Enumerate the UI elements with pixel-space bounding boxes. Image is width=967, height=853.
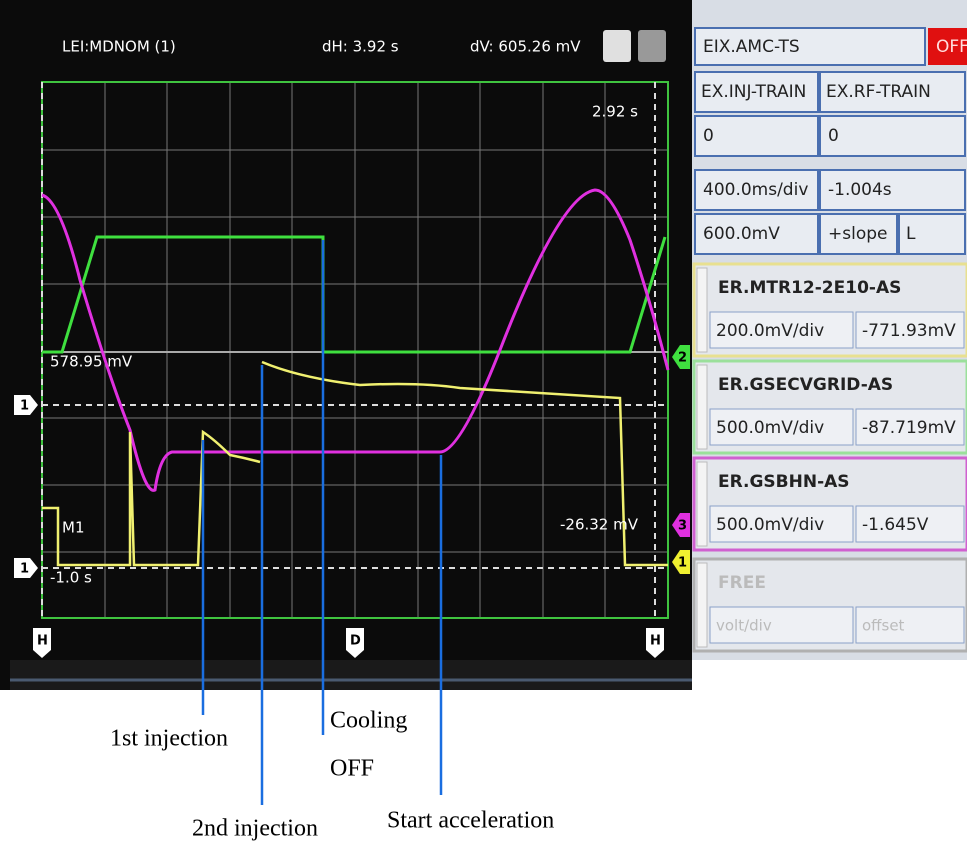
source: EIX.AMC-TS xyxy=(703,37,800,57)
trace-name: LEI:MDNOM (1) xyxy=(62,38,176,56)
scope-bg xyxy=(0,0,692,690)
annotation: Start acceleration xyxy=(387,808,554,834)
start-time: -1.0 s xyxy=(50,569,92,587)
memory-label: M1 xyxy=(62,519,85,537)
channel-tab xyxy=(697,563,707,647)
cell-text: 0 xyxy=(703,126,714,146)
cell-text: EX.RF-TRAIN xyxy=(826,82,931,102)
page: LEI:MDNOM (1) dH: 3.92 s dV: 605.26 mV 2… xyxy=(0,0,967,853)
channel-scale: 500.0mV/div xyxy=(716,515,824,535)
annotation: 2nd injection xyxy=(192,816,318,842)
dh: dH: 3.92 s xyxy=(322,38,399,56)
cell[interactable] xyxy=(820,116,965,156)
channel-offset: -87.719mV xyxy=(862,418,956,438)
channel-scale: 500.0mV/div xyxy=(716,418,824,438)
marker: 1 xyxy=(20,399,29,414)
cell-text: EX.INJ-TRAIN xyxy=(701,82,806,102)
zoom-out[interactable] xyxy=(638,30,666,62)
dv: dV: 605.26 mV xyxy=(470,38,581,56)
annotation: 1st injection xyxy=(110,726,228,752)
channel-name: FREE xyxy=(718,573,766,593)
scope-bar xyxy=(10,660,692,690)
cell-text: +slope xyxy=(828,224,887,244)
channel-scale: volt/div xyxy=(716,617,772,635)
annotation: OFF xyxy=(330,756,374,782)
channel-tab xyxy=(697,365,707,449)
level-label: 578.95 mV xyxy=(50,353,133,371)
marker: 2 xyxy=(678,351,687,366)
marker: H xyxy=(650,634,661,649)
marker: 3 xyxy=(678,519,687,534)
channel-name: ER.GSBHN-AS xyxy=(718,472,850,492)
channel-name: ER.GSECVGRID-AS xyxy=(718,375,893,395)
cell-text: 0 xyxy=(828,126,839,146)
marker: 1 xyxy=(20,562,29,577)
cursor-time: 2.92 s xyxy=(592,103,638,121)
annotation: Cooling xyxy=(330,708,407,734)
cell-text: -1.004s xyxy=(828,180,892,200)
cell-text: 600.0mV xyxy=(703,224,780,244)
screen: LEI:MDNOM (1) dH: 3.92 s dV: 605.26 mV 2… xyxy=(0,0,967,853)
cell-text: 400.0ms/div xyxy=(703,180,808,200)
marker: 1 xyxy=(678,556,687,571)
marker: H xyxy=(37,634,48,649)
channel-offset: -1.645V xyxy=(862,515,929,535)
cell-text: L xyxy=(906,224,916,244)
channel-tab xyxy=(697,462,707,546)
channel-offset: offset xyxy=(862,617,905,635)
channel-scale: 200.0mV/div xyxy=(716,321,824,341)
marker: D xyxy=(350,634,361,649)
cursor-volt: -26.32 mV xyxy=(560,516,639,534)
channel-tab xyxy=(697,268,707,352)
state: OFF xyxy=(936,37,967,57)
channel-name: ER.MTR12-2E10-AS xyxy=(718,278,901,298)
zoom-in[interactable] xyxy=(603,30,631,62)
channel-offset: -771.93mV xyxy=(862,321,956,341)
